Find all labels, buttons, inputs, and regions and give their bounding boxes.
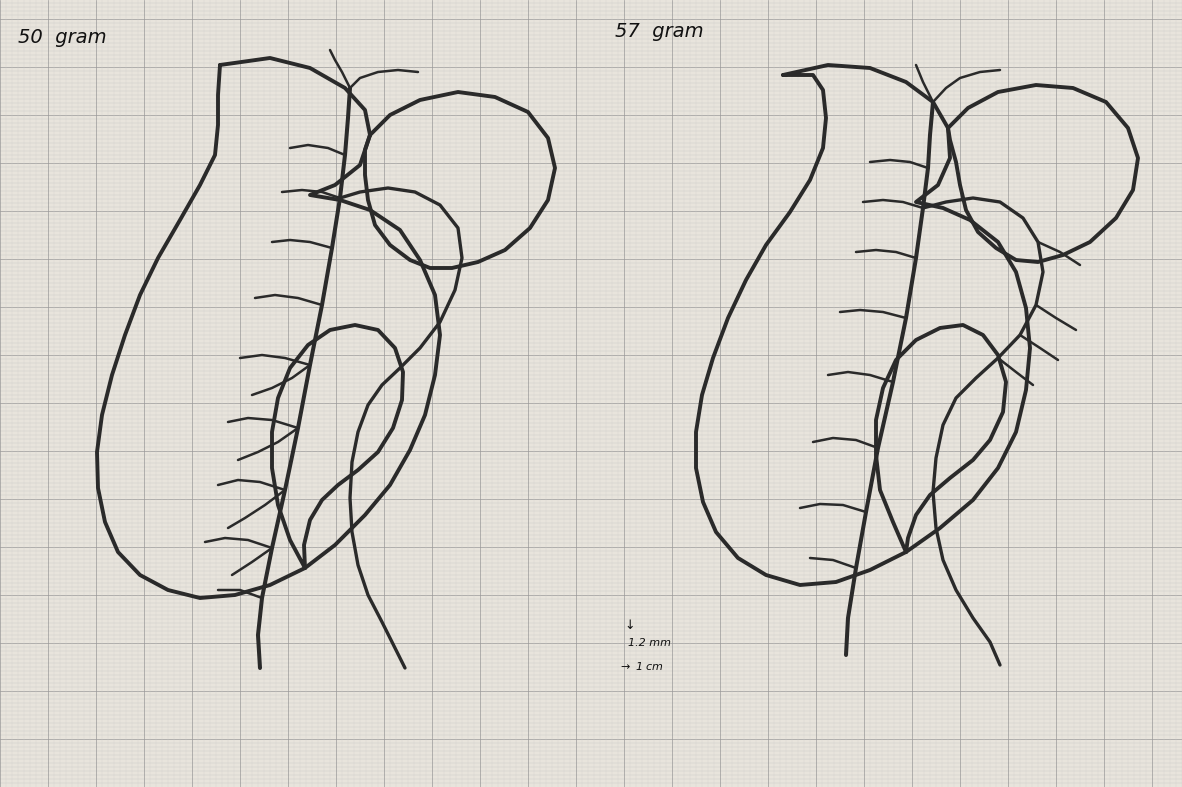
Text: 50  gram: 50 gram xyxy=(18,28,106,47)
Text: 57  gram: 57 gram xyxy=(615,22,703,41)
Text: 1.2 mm: 1.2 mm xyxy=(628,638,671,648)
Text: $\rightarrow$ 1 cm: $\rightarrow$ 1 cm xyxy=(618,660,664,672)
Text: $\downarrow$: $\downarrow$ xyxy=(622,618,635,632)
